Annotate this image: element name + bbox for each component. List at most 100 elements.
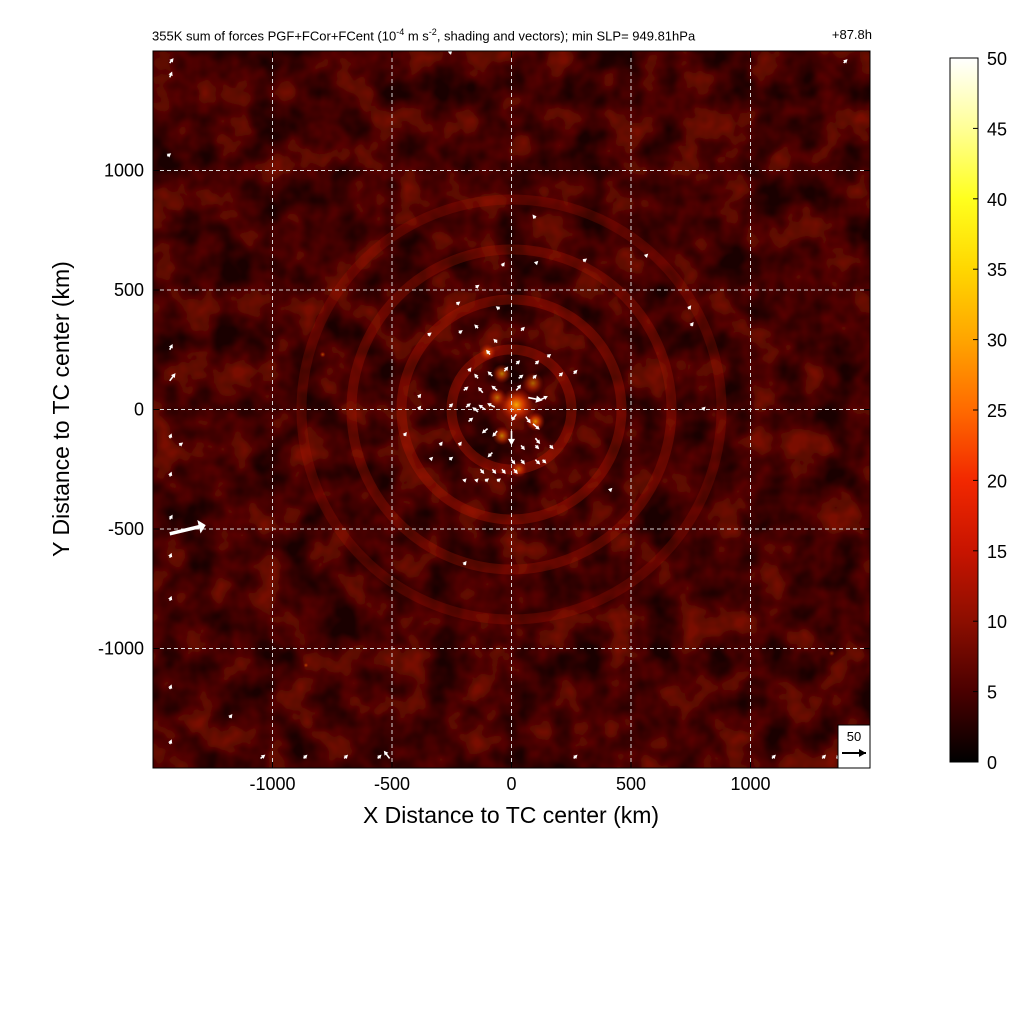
force-vector-head	[491, 385, 496, 390]
force-vector	[481, 428, 489, 434]
force-vector	[582, 258, 588, 263]
force-vector	[493, 338, 498, 344]
force-vector	[532, 214, 537, 219]
title-prefix: 355K sum of forces PGF+FCor+FCent (10	[152, 28, 397, 44]
colorbar-tick-label: 15	[987, 542, 1007, 562]
force-vector-head	[169, 58, 174, 63]
force-vector-head	[481, 429, 487, 434]
force-vector-head	[493, 338, 498, 344]
force-vector-head	[474, 478, 479, 483]
force-vector-head	[535, 460, 541, 465]
colorbar: 0 5 10 15 20 25 30 35 40 45 50	[949, 49, 1007, 773]
force-vector-head	[438, 441, 443, 447]
force-vectors	[166, 51, 848, 760]
colorbar-tick-label: 45	[987, 119, 1007, 139]
colorbar-tick-label: 0	[987, 753, 997, 773]
force-vector	[168, 684, 173, 690]
force-vector	[487, 451, 493, 458]
colorbar-tick-label: 5	[987, 683, 997, 703]
gridlines	[153, 51, 870, 768]
force-vector	[491, 385, 498, 391]
force-vector-head	[582, 258, 588, 263]
force-vector	[467, 367, 472, 372]
force-vector-head	[515, 360, 521, 365]
force-vector	[417, 405, 422, 411]
force-vector-head	[168, 739, 173, 744]
force-vector	[643, 253, 649, 259]
title-exponent-1: -4	[396, 27, 405, 37]
force-vector-head	[511, 459, 516, 465]
force-vector-head	[478, 404, 484, 409]
y-tick-label: -1000	[98, 639, 144, 659]
force-vector	[457, 441, 462, 447]
force-vector	[168, 71, 173, 78]
y-tick-label: 0	[134, 400, 144, 420]
force-vector-head	[542, 459, 547, 464]
colorbar-tick-label: 35	[987, 260, 1007, 280]
force-vector-head	[487, 452, 492, 458]
colorbar-tick-label: 30	[987, 331, 1007, 351]
force-vector	[168, 552, 173, 558]
force-vector	[178, 442, 184, 447]
force-vector	[821, 754, 827, 760]
x-tick-label: -1000	[249, 774, 295, 794]
colorbar-tick-label: 20	[987, 471, 1007, 491]
force-vector-head	[168, 343, 173, 349]
y-axis-ticks: -1000 -500 0 500 1000	[98, 161, 870, 659]
force-vector-head	[520, 459, 525, 465]
force-vector-head	[428, 456, 434, 462]
heatmap-hotspot	[492, 364, 512, 384]
plot-area	[153, 51, 870, 768]
colorbar-tick-label: 40	[987, 190, 1007, 210]
reference-vector-arrowhead	[859, 749, 866, 757]
force-vector	[501, 468, 506, 475]
force-vector	[573, 369, 578, 375]
force-vector	[169, 520, 206, 536]
force-vector	[428, 456, 434, 462]
force-vector-head	[511, 416, 516, 421]
force-vector-head	[168, 471, 173, 477]
force-vector-head	[486, 349, 491, 355]
force-vector	[467, 417, 474, 423]
force-vector	[465, 403, 471, 408]
force-vector-head	[607, 487, 613, 493]
force-vector-head	[526, 418, 531, 424]
force-vector	[701, 406, 706, 412]
force-vector	[447, 51, 453, 55]
force-vector	[474, 324, 479, 329]
force-vector	[474, 373, 479, 379]
heatmap-hotspot	[499, 387, 534, 422]
force-vector-head	[427, 332, 432, 337]
x-axis-label: X Distance to TC center (km)	[363, 802, 659, 828]
force-vector	[518, 374, 524, 380]
force-vector-head	[495, 306, 501, 311]
force-vector	[507, 431, 516, 446]
force-vector-head	[533, 260, 539, 266]
force-vector	[472, 407, 479, 413]
force-vector	[474, 284, 480, 289]
force-vector	[168, 595, 173, 601]
force-vector-head	[507, 438, 516, 446]
x-tick-label: -500	[374, 774, 410, 794]
force-vector-head	[447, 51, 453, 55]
force-vector-head	[168, 684, 173, 689]
force-vector-head	[535, 439, 541, 444]
y-tick-label: 500	[114, 280, 144, 300]
heatmap-hotspot	[522, 372, 544, 394]
force-vector-head	[178, 442, 184, 447]
force-vector-head	[260, 754, 266, 759]
force-vector-head	[448, 403, 454, 408]
force-vector-head	[516, 384, 522, 390]
force-vector-head	[464, 386, 469, 391]
force-vector	[511, 413, 517, 421]
force-vector	[491, 468, 497, 475]
force-vector-head	[520, 445, 525, 451]
force-vector-head	[534, 360, 540, 365]
force-vector	[500, 262, 505, 267]
force-vector	[427, 332, 432, 337]
force-vector-head	[643, 253, 649, 259]
force-vector	[487, 371, 493, 377]
force-vector	[458, 330, 463, 335]
force-vector	[474, 478, 479, 483]
force-vector-head	[472, 407, 477, 412]
